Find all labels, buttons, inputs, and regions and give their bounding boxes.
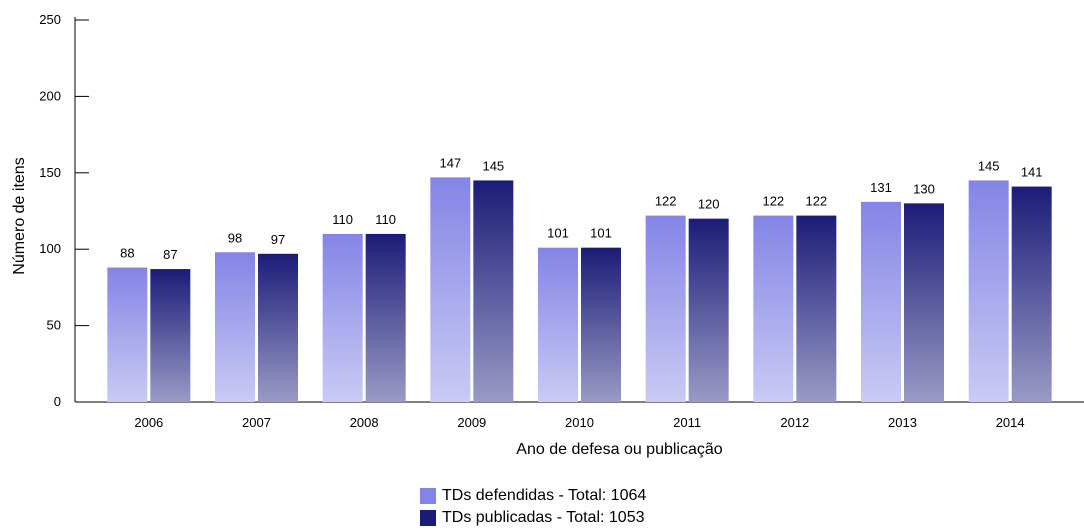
legend-item-publicadas: TDs publicadas - Total: 1053: [420, 507, 646, 529]
y-axis-title: Número de itens: [11, 157, 28, 274]
bar-publicadas-2010: [581, 247, 621, 402]
data-label: 87: [163, 247, 177, 262]
bars: [107, 177, 1052, 402]
bar-defendidas-2009: [430, 177, 471, 402]
data-label: 101: [590, 226, 612, 241]
bar-publicadas-2011: [688, 218, 729, 402]
data-label: 110: [375, 212, 396, 227]
bar-defendidas-2006: [107, 267, 148, 402]
x-tick-label: 2007: [242, 415, 271, 430]
data-labels: 88 87 98 97 110 110 147 145 101 101 122 120 122 122 13…: [120, 155, 1042, 262]
x-tick-label: 2009: [457, 415, 486, 430]
y-tick-label: 150: [39, 165, 61, 180]
bar-publicadas-2008: [365, 233, 406, 402]
bar-defendidas-2010: [538, 247, 578, 402]
data-label: 122: [805, 194, 827, 209]
data-label: 122: [655, 194, 677, 209]
bar-publicadas-2006: [150, 269, 191, 402]
bar-publicadas-2013: [904, 203, 944, 402]
legend: TDs defendidas - Total: 1064 TDs publica…: [420, 485, 646, 529]
bar-defendidas-2013: [861, 201, 901, 402]
bar-defendidas-2014: [968, 180, 1009, 402]
legend-label-defendidas: TDs defendidas - Total: 1064: [442, 487, 647, 504]
data-label: 147: [439, 155, 461, 170]
x-axis-title: Ano de defesa ou publicação: [516, 441, 722, 458]
data-label: 97: [271, 232, 285, 247]
bar-publicadas-2007: [258, 253, 298, 402]
bar-publicadas-2012: [796, 215, 837, 402]
x-tick-label: 2010: [565, 415, 594, 430]
x-tick-label: 2012: [780, 415, 809, 430]
data-label: 145: [978, 158, 1000, 173]
legend-swatch-publicadas: [420, 510, 436, 526]
legend-item-defendidas: TDs defendidas - Total: 1064: [420, 485, 646, 507]
x-tick-label: 2014: [996, 415, 1025, 430]
x-tick-label: 2013: [888, 415, 917, 430]
axes: 0 50 100 150 200 250 2006 2007 2008 2009 2010 2011 2…: [39, 12, 1084, 430]
legend-label-publicadas: TDs publicadas - Total: 1053: [442, 509, 645, 526]
data-label: 101: [547, 226, 569, 241]
data-label: 131: [870, 180, 892, 195]
y-tick-label: 0: [54, 394, 61, 409]
y-tick-label: 50: [47, 318, 61, 333]
legend-swatch-defendidas: [420, 488, 436, 504]
data-label: 110: [332, 212, 353, 227]
bar-publicadas-2014: [1011, 186, 1052, 402]
x-tick-label: 2011: [673, 415, 701, 430]
bar-chart: 0 50 100 150 200 250 2006 2007 2008 2009 2010 2011 2…: [11, 12, 1084, 458]
data-label: 98: [228, 230, 242, 245]
bar-publicadas-2009: [473, 180, 514, 402]
x-tick-label: 2006: [134, 415, 163, 430]
bar-defendidas-2011: [645, 215, 686, 402]
data-label: 130: [913, 181, 935, 196]
bar-defendidas-2008: [322, 233, 363, 402]
y-tick-label: 200: [39, 88, 61, 103]
x-tick-label: 2008: [350, 415, 379, 430]
bar-defendidas-2007: [215, 252, 255, 402]
data-label: 120: [698, 197, 720, 212]
data-label: 122: [762, 194, 784, 209]
data-label: 88: [120, 246, 134, 261]
data-label: 145: [482, 158, 504, 173]
y-tick-label: 100: [39, 241, 61, 256]
data-label: 141: [1021, 165, 1043, 180]
bar-defendidas-2012: [753, 215, 794, 402]
y-tick-label: 250: [39, 12, 61, 27]
